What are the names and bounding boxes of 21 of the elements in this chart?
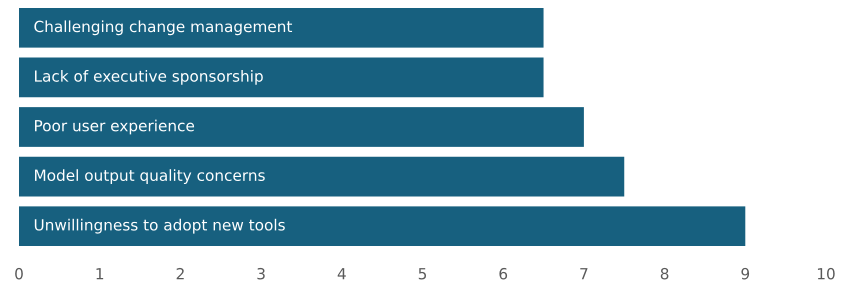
bar [19,8,544,48]
x-tick-label: 7 [580,268,588,280]
y-tick-label: Lack of executive sponsorship [35,70,263,85]
x-tick-label: 6 [499,268,508,280]
x-tick-label: 3 [257,268,265,280]
x-tick-label: 4 [338,268,346,280]
bar [19,107,584,147]
bar [19,156,624,196]
bar [19,58,544,98]
y-tick-label: Model output quality concerns [35,169,265,184]
x-tick-label: 9 [741,268,750,280]
y-tick-label: Unwillingness to adopt new tools [34,218,285,234]
x-tick-label: 0 [15,268,23,280]
x-tick-label: 8 [660,268,668,280]
x-tick-label: 5 [418,268,426,280]
x-tick-label: 2 [176,268,184,280]
x-tick-label: 1 [96,268,104,280]
y-tick-label: Challenging change management [34,20,292,36]
x-tick-label: 10 [818,268,835,280]
y-tick-label: Poor user experience [35,120,194,134]
bar [19,206,746,246]
